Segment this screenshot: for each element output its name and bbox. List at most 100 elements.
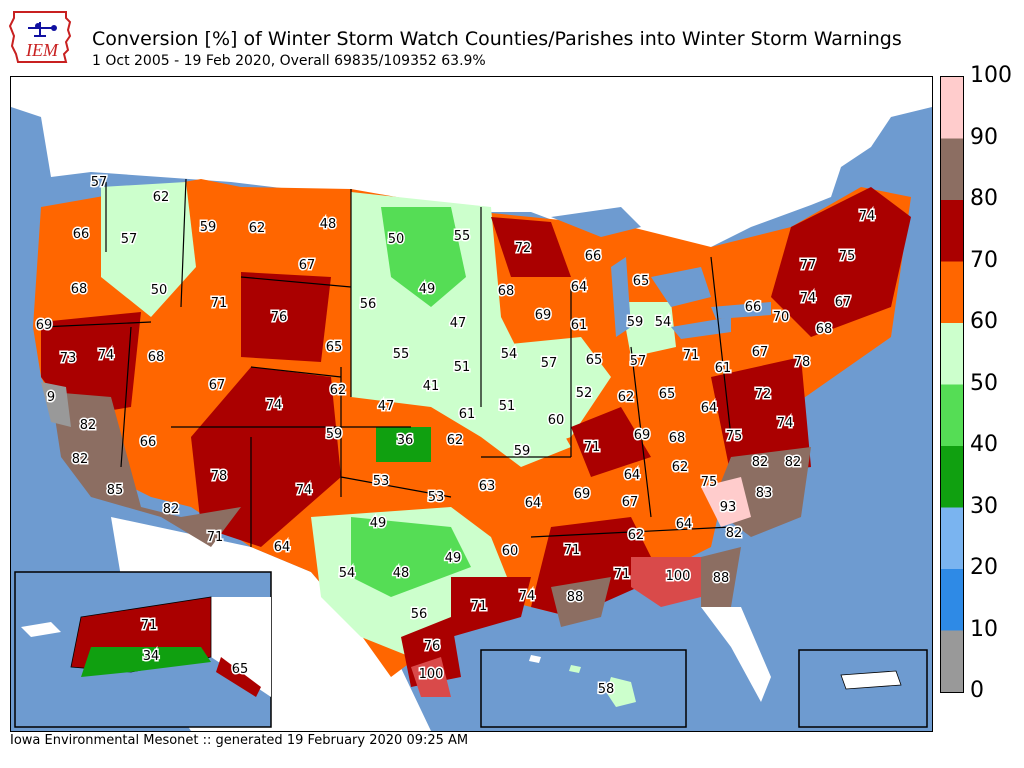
region-ga-red xyxy=(631,557,701,607)
region-mi-lightgreen xyxy=(621,302,676,357)
region-value-label: 71 xyxy=(564,543,581,558)
colorbar-bin xyxy=(941,200,963,262)
region-ca-brown xyxy=(51,392,241,547)
region-value-label: 61 xyxy=(571,318,588,333)
region-value-label: 55 xyxy=(454,229,471,244)
region-value-label: 69 xyxy=(574,487,591,502)
region-value-label: 68 xyxy=(669,431,686,446)
region-value-label: 75 xyxy=(726,429,743,444)
region-sc-pink xyxy=(701,477,751,527)
region-value-label: 58 xyxy=(598,682,615,697)
region-value-label: 74 xyxy=(296,483,313,498)
colorbar-tick-label: 40 xyxy=(970,432,998,457)
region-value-label: 68 xyxy=(816,322,833,337)
colorbar-tick-label: 90 xyxy=(970,124,998,150)
colorbar-tick-label: 70 xyxy=(970,247,998,273)
region-value-label: 63 xyxy=(479,479,496,494)
region-plains-green xyxy=(381,207,466,307)
region-value-label: 60 xyxy=(548,413,565,428)
region-value-label: 77 xyxy=(800,258,817,273)
region-value-label: 88 xyxy=(567,590,584,605)
region-value-label: 75 xyxy=(701,475,718,490)
region-value-label: 85 xyxy=(107,483,124,498)
canada-land xyxy=(11,77,932,277)
region-value-label: 76 xyxy=(424,639,441,654)
region-value-label: 71 xyxy=(207,530,224,545)
region-value-label: 82 xyxy=(726,526,743,541)
region-value-label: 67 xyxy=(835,295,852,310)
region-ga-brown xyxy=(701,547,741,607)
colorbar-bin xyxy=(941,77,963,139)
region-value-label: 100 xyxy=(419,667,444,682)
region-value-label: 75 xyxy=(839,249,856,264)
region-ne-darkred xyxy=(771,187,911,337)
colorbar-tick-label: 30 xyxy=(970,493,998,519)
region-value-label: 66 xyxy=(73,227,90,242)
region-value-label: 70 xyxy=(773,310,790,325)
region-ca-gray xyxy=(41,382,71,427)
region-value-label: 49 xyxy=(445,551,462,566)
region-value-label: 71 xyxy=(141,618,158,633)
colorbar-bin xyxy=(941,630,963,692)
colorbar-bin xyxy=(941,384,963,446)
region-value-label: 74 xyxy=(859,209,876,224)
region-value-label: 53 xyxy=(428,490,445,505)
region-wy-darkred xyxy=(241,272,331,362)
region-value-label: 65 xyxy=(659,387,676,402)
footer-credit: Iowa Environmental Mesonet :: generated … xyxy=(10,733,469,748)
region-sw-darkred xyxy=(191,367,341,547)
region-value-label: 73 xyxy=(60,351,77,366)
region-value-label: 74 xyxy=(98,348,115,363)
region-value-label: 69 xyxy=(36,318,53,333)
colorbar-tick-label: 80 xyxy=(970,186,998,211)
logo-text: IEM xyxy=(25,40,59,60)
region-value-label: 68 xyxy=(498,284,515,299)
region-value-label: 76 xyxy=(271,310,288,325)
region-value-label: 55 xyxy=(393,347,410,362)
hawaii-inset xyxy=(480,649,687,728)
colorbar-tick-label: 60 xyxy=(970,309,998,334)
colorbar-tick-label: 50 xyxy=(970,370,998,396)
region-value-label: 64 xyxy=(274,540,291,555)
region-value-label: 69 xyxy=(634,428,651,443)
region-value-label: 65 xyxy=(633,274,650,289)
region-value-label: 62 xyxy=(672,460,689,475)
colorbar-bin xyxy=(941,323,963,385)
region-value-label: 67 xyxy=(752,345,769,360)
region-value-label: 47 xyxy=(450,316,467,331)
region-value-label: 82 xyxy=(752,455,769,470)
region-value-label: 64 xyxy=(525,496,542,511)
region-value-label: 71 xyxy=(614,567,631,582)
region-value-label: 65 xyxy=(586,353,603,368)
region-value-label: 82 xyxy=(163,502,180,517)
region-ks-dkgreen xyxy=(376,427,431,462)
region-value-label: 56 xyxy=(360,297,377,312)
region-tx-red xyxy=(411,657,451,697)
region-value-label: 68 xyxy=(71,282,88,297)
region-value-label: 62 xyxy=(249,221,266,236)
region-value-label: 53 xyxy=(373,474,390,489)
region-value-label: 51 xyxy=(454,360,471,375)
region-value-label: 64 xyxy=(676,517,693,532)
region-ky-darkred xyxy=(571,407,651,477)
region-value-label: 41 xyxy=(423,379,440,394)
great-lakes xyxy=(551,207,771,339)
region-north-lightgreen xyxy=(101,182,196,317)
colorbar-bin xyxy=(941,507,963,569)
colorbar-tick-label: 0 xyxy=(970,678,984,703)
region-value-label: 83 xyxy=(756,486,773,501)
colorbar xyxy=(940,76,964,693)
region-value-label: 54 xyxy=(501,347,518,362)
florida-land xyxy=(701,607,771,702)
region-value-label: 57 xyxy=(91,175,108,190)
region-value-label: 72 xyxy=(515,241,532,256)
region-value-label: 48 xyxy=(393,566,410,581)
region-value-label: 54 xyxy=(339,566,356,581)
colorbar-bin xyxy=(941,446,963,508)
region-value-label: 74 xyxy=(266,398,283,413)
region-value-label: 72 xyxy=(755,387,772,402)
region-value-label: 100 xyxy=(666,569,691,584)
region-value-label: 59 xyxy=(627,315,644,330)
region-value-label: 64 xyxy=(701,401,718,416)
region-value-label: 93 xyxy=(720,500,737,515)
